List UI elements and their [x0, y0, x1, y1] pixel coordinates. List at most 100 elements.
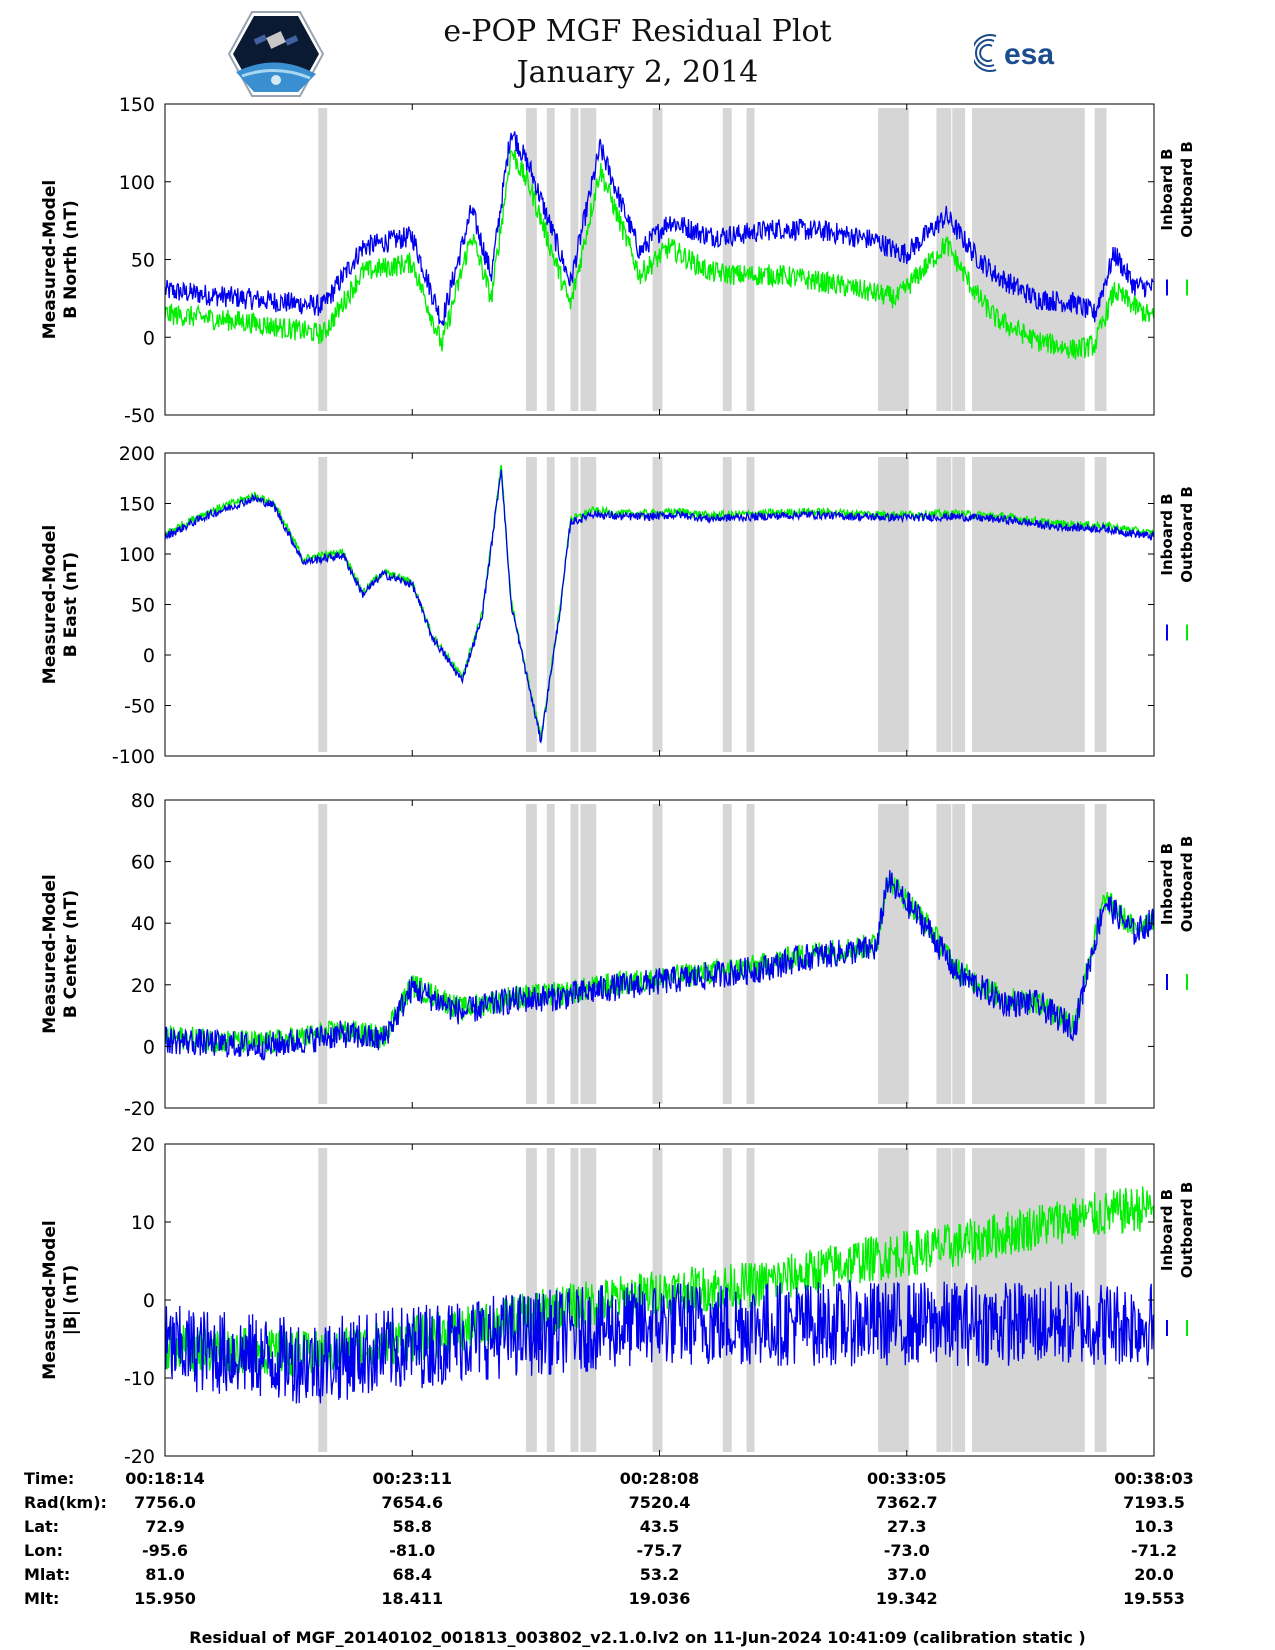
y-tick-label: 10 — [131, 1212, 155, 1234]
legend-inboard-label: Inboard B — [1158, 843, 1176, 925]
data-gap-band — [570, 457, 579, 752]
y-tick-label: 0 — [143, 645, 155, 667]
annotation-value: -75.7 — [636, 1541, 683, 1560]
annotation-value: 19.342 — [875, 1589, 938, 1608]
annotation-value: 20.0 — [1134, 1565, 1174, 1584]
y-tick-label: 100 — [119, 544, 155, 566]
cassiope-logo — [228, 11, 324, 97]
y-tick-label: 50 — [131, 595, 155, 617]
panel-4: -20 -10 0 10 20 Measured-Model |B| (nT) Inboard… — [40, 1134, 1196, 1468]
annotation-value: 19.553 — [1123, 1589, 1185, 1608]
annotation-value: 7193.5 — [1123, 1493, 1185, 1512]
y-tick-label: -50 — [124, 405, 155, 427]
data-gap-band — [1094, 804, 1107, 1104]
data-gap-band — [936, 804, 952, 1104]
annotation-value: 15.950 — [134, 1589, 196, 1608]
annotation-value: 7520.4 — [628, 1493, 691, 1512]
data-gap-band — [525, 457, 537, 752]
data-gap-band — [652, 804, 663, 1104]
annotation-value: -81.0 — [389, 1541, 436, 1560]
data-gap-band — [936, 108, 952, 411]
y-tick-label: 20 — [131, 1134, 155, 1156]
legend-outboard-label: Outboard B — [1178, 141, 1196, 238]
annotation-value: 10.3 — [1134, 1517, 1174, 1536]
y-axis-label: |B| (nT) — [61, 1265, 81, 1336]
y-axis-label: Measured-Model — [40, 525, 60, 684]
annotation-value: 7654.6 — [381, 1493, 444, 1512]
y-tick-label: 80 — [131, 790, 155, 812]
y-tick-label: 40 — [131, 913, 155, 935]
panel-1: -50 0 50 100 150 Measured-Model B North (nT) In… — [40, 94, 1196, 427]
annotation-value: 00:18:14 — [125, 1469, 205, 1488]
data-gap-band — [722, 108, 732, 411]
annotation-value: 72.9 — [145, 1517, 185, 1536]
series-line-outboard-b — [165, 149, 1154, 360]
annotation-value: 7362.7 — [875, 1493, 938, 1512]
annotation-value: 18.411 — [381, 1589, 444, 1608]
data-gap-band — [1094, 108, 1107, 411]
legend-inboard-label: Inboard B — [1158, 493, 1176, 575]
annotation-value: -73.0 — [883, 1541, 930, 1560]
annotation-value: 53.2 — [639, 1565, 680, 1584]
annotation-row-label: Mlat: — [24, 1565, 71, 1584]
data-gap-band — [580, 457, 597, 752]
data-gap-band — [570, 804, 579, 1104]
data-gap-band — [546, 108, 555, 411]
data-gap-band — [546, 804, 555, 1104]
esa-logo: esa — [974, 34, 1054, 72]
data-gap-band — [722, 804, 732, 1104]
data-gap-band — [318, 1148, 328, 1452]
y-tick-label: 150 — [119, 94, 155, 116]
data-gap-band — [318, 804, 328, 1104]
legend-inboard-label: Inboard B — [1158, 1189, 1176, 1271]
data-gap-band — [746, 108, 755, 411]
annotation-value: 00:33:05 — [866, 1469, 947, 1488]
data-gap-band — [878, 457, 909, 752]
annotation-value: 58.8 — [392, 1517, 432, 1536]
y-tick-label: -20 — [124, 1098, 155, 1120]
series-line-inboard-b — [165, 870, 1154, 1061]
footer-caption: Residual of MGF_20140102_001813_003802_v… — [189, 1628, 1086, 1647]
annotation-value: 00:28:08 — [619, 1469, 700, 1488]
data-gap-band — [722, 457, 732, 752]
annotation-value: -71.2 — [1130, 1541, 1178, 1560]
annotation-value: 7756.0 — [134, 1493, 196, 1512]
annotation-value: 00:38:03 — [1114, 1469, 1194, 1488]
y-axis-label: B East (nT) — [61, 552, 81, 657]
data-gap-band — [546, 457, 555, 752]
legend-outboard-label: Outboard B — [1178, 1182, 1196, 1279]
annotation-value: 00:23:11 — [372, 1469, 453, 1488]
annotation-row-label: Time: — [24, 1469, 75, 1488]
data-gap-band — [525, 804, 537, 1104]
data-gap-band — [318, 108, 328, 411]
legend-inboard-label: Inboard B — [1158, 148, 1176, 230]
series-line-inboard-b — [165, 131, 1154, 326]
annotation-value: 81.0 — [145, 1565, 185, 1584]
y-tick-label: 200 — [119, 443, 155, 465]
y-tick-label: -100 — [112, 746, 155, 768]
data-gap-band — [972, 804, 1085, 1104]
legend-outboard-label: Outboard B — [1178, 836, 1196, 933]
data-gap-band — [972, 108, 1085, 411]
annotation-row-label: Rad(km): — [24, 1493, 107, 1512]
y-tick-label: 150 — [119, 494, 155, 516]
y-tick-label: -10 — [124, 1368, 155, 1390]
data-gap-band — [525, 108, 537, 411]
chart-title: e-POP MGF Residual Plot — [443, 14, 832, 49]
data-gap-band — [952, 804, 966, 1104]
data-gap-band — [580, 108, 597, 411]
data-gap-band — [746, 804, 755, 1104]
data-gap-band — [952, 457, 966, 752]
y-tick-label: 0 — [143, 1036, 155, 1058]
series-line-outboard-b — [165, 871, 1154, 1054]
data-gap-band — [952, 108, 966, 411]
panel-3: -20 0 20 40 60 80 Measured-Model B Center (nT) I… — [40, 790, 1196, 1120]
legend-outboard-label: Outboard B — [1178, 486, 1196, 583]
annotation-value: -95.6 — [141, 1541, 189, 1560]
data-gap-band — [580, 804, 597, 1104]
y-tick-label: -50 — [124, 696, 155, 718]
y-axis-label: B Center (nT) — [61, 890, 81, 1018]
y-axis-label: Measured-Model — [40, 1220, 60, 1379]
esa-logo-text: esa — [1004, 38, 1054, 71]
data-gap-band — [972, 457, 1085, 752]
